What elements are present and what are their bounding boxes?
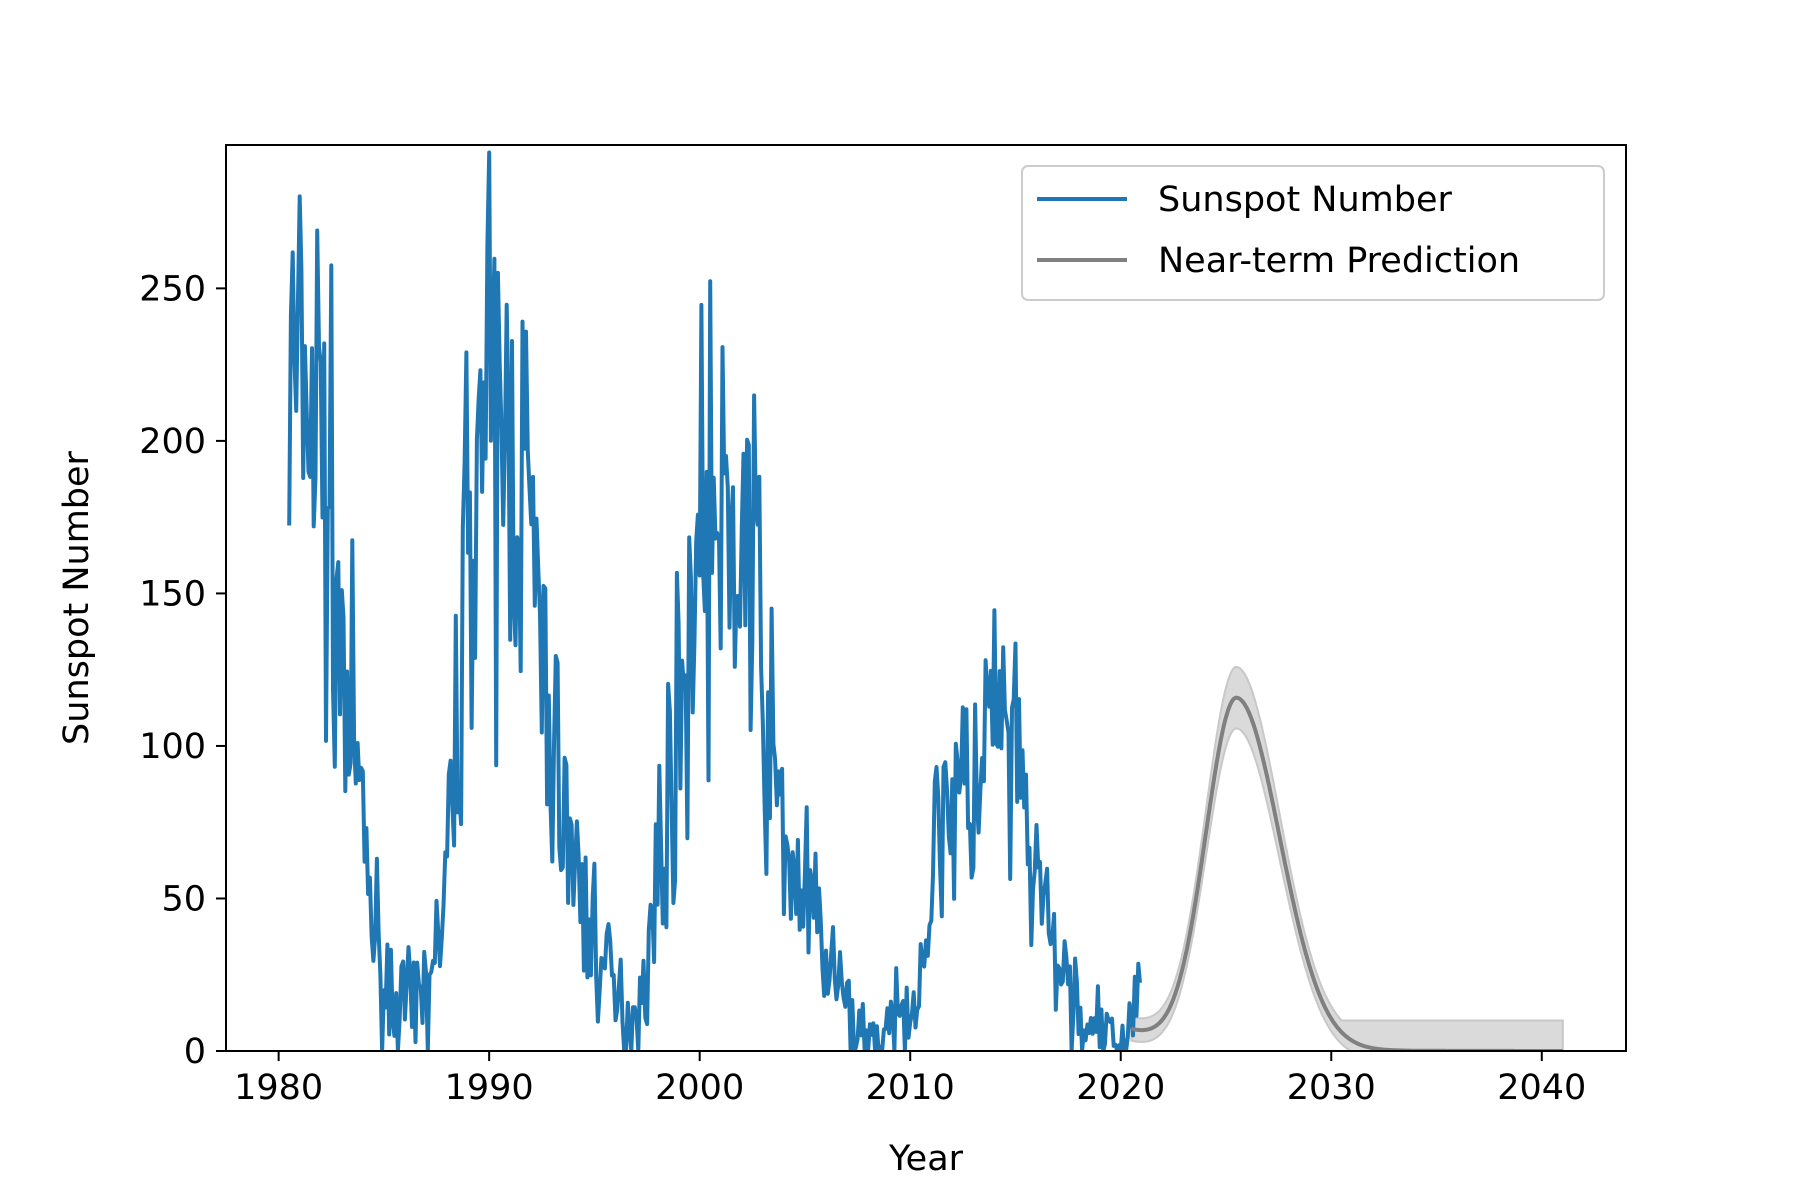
x-tick-label-2000: 2000	[655, 1068, 744, 1108]
x-tick-label-1980: 1980	[234, 1068, 323, 1108]
series-line-observed	[287, 150, 1142, 1051]
x-tick-label-2020: 2020	[1076, 1068, 1165, 1108]
x-axis-label: Year	[888, 1139, 964, 1179]
x-tick-label-2010: 2010	[866, 1068, 955, 1108]
y-axis-label: Sunspot Number	[57, 450, 97, 745]
prediction-band-layer	[1130, 665, 1564, 1051]
y-tick-label-200: 200	[139, 422, 206, 462]
y-tick-label-150: 150	[139, 574, 206, 614]
y-tick-label-0: 0	[184, 1032, 206, 1072]
y-tick-label-50: 50	[161, 879, 206, 919]
y-tick-label-100: 100	[139, 727, 206, 767]
x-tick-label-2040: 2040	[1497, 1068, 1586, 1108]
prediction-uncertainty-band	[1130, 665, 1564, 1051]
y-tick-label-250: 250	[139, 269, 206, 309]
plot-frame	[225, 144, 1627, 1052]
legend-label-observed: Sunspot Number	[1158, 180, 1453, 220]
x-axis: 1980 1990 2000 2010 2020 2030 2040	[234, 1051, 1586, 1108]
x-tick-label-1990: 1990	[445, 1068, 534, 1108]
legend-label-prediction: Near-term Prediction	[1158, 241, 1520, 281]
y-axis: 0 50 100 150 200 250	[139, 269, 226, 1072]
legend: Sunspot Number Near-term Prediction	[1021, 165, 1605, 301]
x-tick-label-2030: 2030	[1287, 1068, 1376, 1108]
plot-area	[225, 144, 1627, 1052]
legend-box	[1021, 165, 1605, 301]
